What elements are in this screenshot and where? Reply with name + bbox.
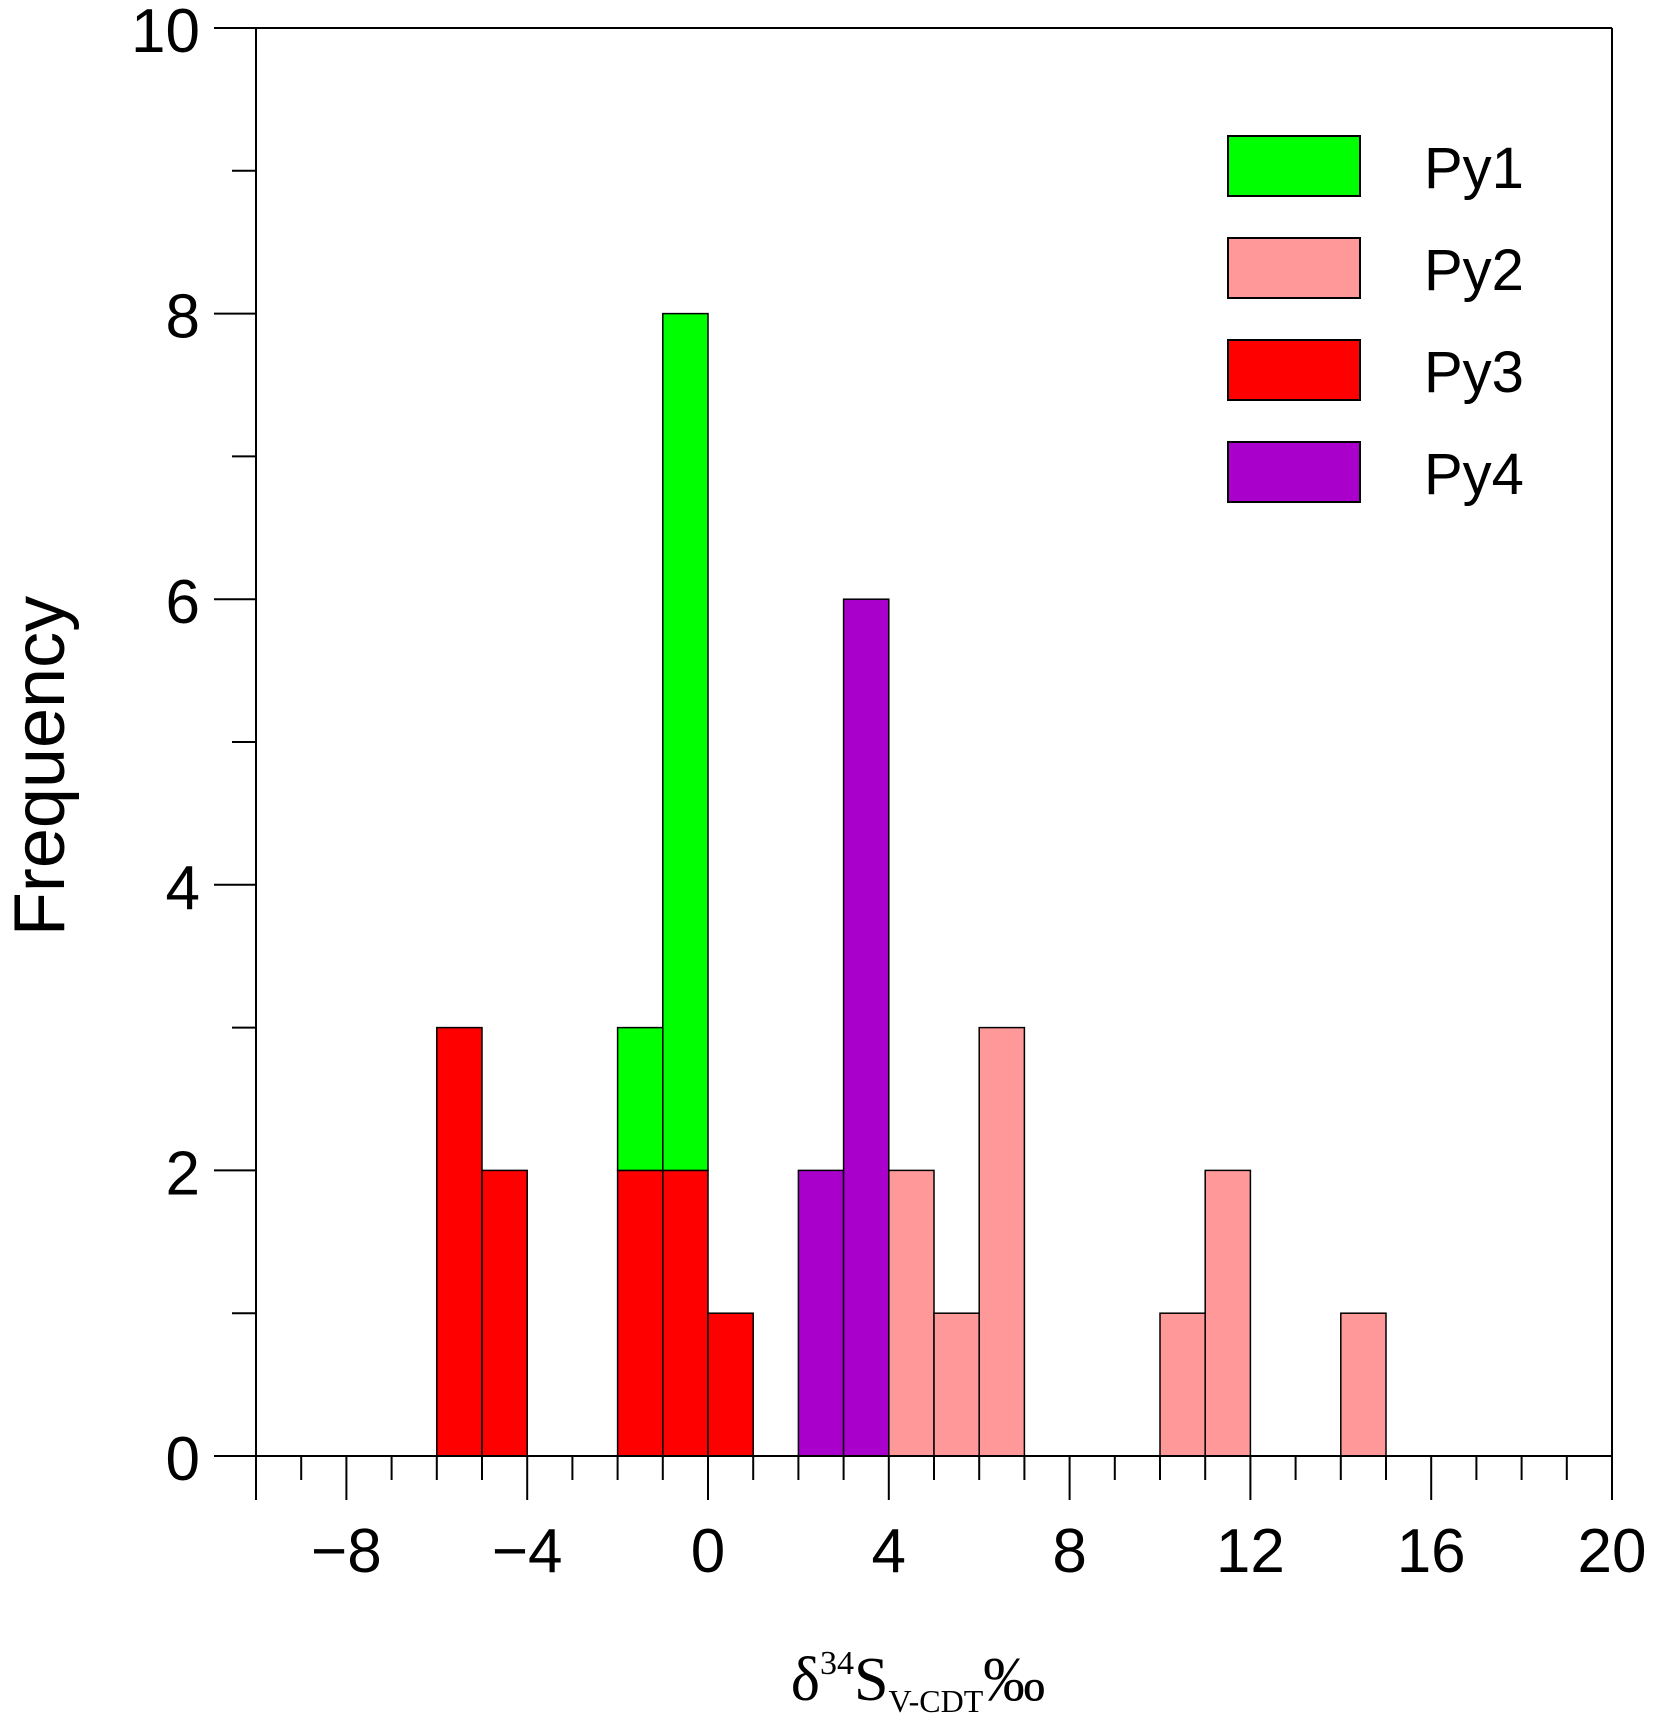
legend-label-py4: Py4 <box>1424 442 1524 507</box>
y-tick-label: 8 <box>166 283 200 352</box>
legend-label-py3: Py3 <box>1424 340 1524 405</box>
x-tick-label: 0 <box>691 1517 725 1586</box>
bar-py3-bin-neg2 <box>616 1169 664 1457</box>
x-tick-label: −8 <box>311 1517 382 1586</box>
x-tick-label: 4 <box>872 1517 906 1586</box>
x-axis-label-subscript: V-CDT <box>888 1683 983 1719</box>
bar-py4-bin-2 <box>797 1169 845 1457</box>
legend-label-py2: Py2 <box>1424 238 1524 303</box>
bar-py3-bin-neg5 <box>481 1169 528 1457</box>
legend-label-py1: Py1 <box>1424 136 1524 201</box>
x-tick-label: 20 <box>1578 1517 1647 1586</box>
bar-py1-bin-neg1 <box>662 312 709 1172</box>
y-tick-label: 4 <box>166 854 200 923</box>
bar-py3-bin-neg6 <box>436 1026 483 1457</box>
x-tick-label: 16 <box>1397 1517 1466 1586</box>
bars-layer <box>436 312 1387 1457</box>
bar-py3-bin-neg1 <box>662 1169 709 1457</box>
bar-py1-bin-neg2 <box>616 1026 664 1172</box>
bar-py2-bin-6 <box>978 1026 1026 1457</box>
x-axis-label-unit: ‰ <box>983 1646 1045 1714</box>
bar-py2-bin-5 <box>933 1312 980 1457</box>
legend-swatch-py3 <box>1227 339 1361 401</box>
bar-py4-bin-3 <box>842 598 890 1457</box>
legend-swatch-py4 <box>1227 441 1361 503</box>
bar-py3-bin-0 <box>707 1312 754 1457</box>
legend: Py1 Py2 Py3 Py4 <box>1227 135 1524 507</box>
bar-py2-bin-10 <box>1159 1312 1206 1457</box>
legend-swatch-py1 <box>1227 135 1361 197</box>
y-tick-label: 2 <box>166 1139 200 1208</box>
bar-py2-bin-4 <box>888 1169 935 1457</box>
x-axis-label-superscript: 34 <box>820 1645 854 1682</box>
x-axis-label: δ34SV-CDT‰ <box>791 1645 1046 1719</box>
y-tick-label: 10 <box>131 0 200 66</box>
x-tick-label: 8 <box>1052 1517 1086 1586</box>
y-axis-label: Frequency <box>0 596 80 936</box>
x-axis-label-delta: δ <box>791 1646 820 1714</box>
x-tick-label: −4 <box>492 1517 563 1586</box>
bar-py2-bin-11 <box>1204 1169 1252 1457</box>
y-tick-label: 0 <box>166 1425 200 1494</box>
y-tick-label: 6 <box>166 568 200 637</box>
x-axis-label-element: S <box>854 1646 888 1714</box>
x-tick-label: 12 <box>1216 1517 1285 1586</box>
legend-swatch-py2 <box>1227 237 1361 299</box>
axes-layer: 0 2 4 6 8 10 −8 −4 0 4 8 12 16 20 <box>131 0 1646 1586</box>
bar-py2-bin-14 <box>1340 1312 1387 1457</box>
